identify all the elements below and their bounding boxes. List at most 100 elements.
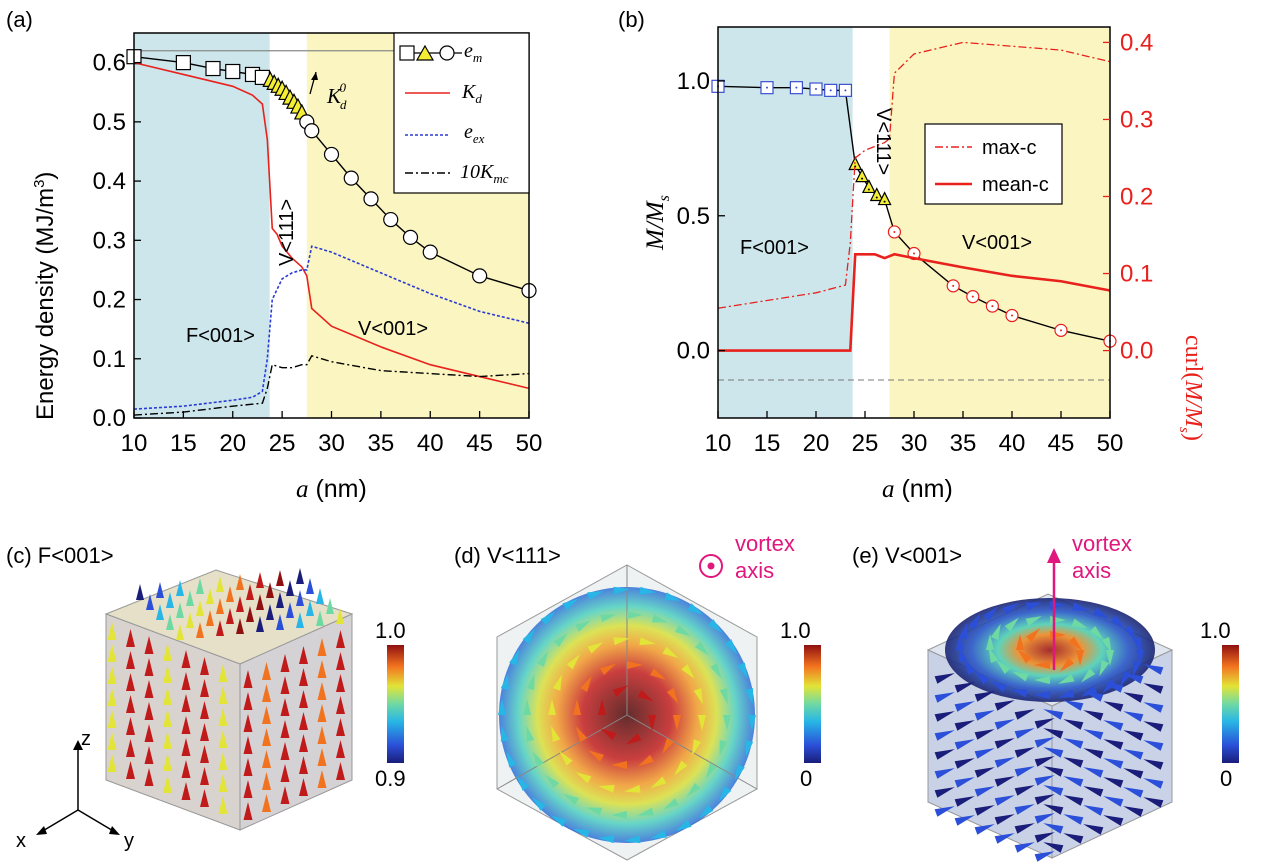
spin-cone [637,807,654,816]
spin-cone [280,764,290,782]
spin-cone [276,614,284,630]
region-label-v001: V<001> [358,318,428,340]
spin-cone [1014,785,1035,796]
spin-cone [1083,805,1104,816]
marker-square [225,63,241,80]
marker-dot [952,284,955,287]
spin-cone [1034,851,1055,862]
spin-cone [1063,738,1084,749]
spin-cone [573,828,590,838]
region-1 [852,27,890,418]
legend-max-c: max-c [982,137,1036,159]
phase-regions [718,27,1110,418]
spin-cone [1025,628,1041,643]
x-tick-label: 50 [516,430,543,457]
x-tick-label: 40 [417,430,444,457]
colorbar-max-label: 1.0 [375,618,406,643]
spin-cone [218,730,228,748]
spin-cone [144,768,154,786]
spin-cone [336,630,345,648]
spin-cone [612,685,629,697]
spin-cone [707,619,723,633]
spin-cone [163,643,172,661]
panel-d-v111-cube: (d) V<111> vortex axis 1.0 0 [454,531,821,861]
x-tick-label: 15 [170,430,197,457]
spin-cone [718,786,732,802]
axis-z-label: z [81,728,91,750]
spin-cone [243,736,253,754]
spin-cone [243,714,253,732]
spin-cone [336,740,345,758]
spin-cone [299,734,308,752]
spin-cone [663,798,679,810]
cube-render [926,593,1174,862]
marker-dot [875,196,878,199]
spin-cone [216,620,224,636]
spin-cone [107,666,117,684]
spin-cone [317,770,327,788]
spin-cone [156,604,164,620]
y-tick-label-right: 0.4 [1120,29,1153,56]
spin-cone [934,768,955,779]
spin-cone [262,794,271,812]
spin-cone [296,612,304,628]
kd0-arrow-head [311,72,318,80]
spin-cone [216,598,224,614]
spin-cone [236,574,244,590]
colorbar-gradient [1222,645,1239,763]
marker-dot [893,230,896,233]
region-0 [134,33,270,418]
spin-cone [266,582,274,598]
spin-cone [286,602,294,618]
spin-cone [107,710,117,728]
spin-cone [262,772,271,790]
spin-cone [144,636,154,654]
spin-cone [994,738,1015,749]
spin-cone [1058,674,1075,684]
region-2 [889,27,1110,418]
spin-cone [1103,758,1124,769]
spin-cone [974,729,995,740]
marker-circle [383,211,399,228]
spin-cone [206,610,214,626]
region-label-f001: F<001> [186,325,255,347]
spin-cone [648,715,656,731]
spin-cone [126,695,135,713]
spin-cone [317,704,327,722]
spin-cone [566,654,580,670]
spin-cone [107,754,117,772]
spin-cone [994,776,1015,787]
marker-dot [971,295,974,298]
spin-cone [186,612,194,628]
spin-cone [276,570,284,586]
cube-render [104,568,354,831]
spin-cone [719,688,728,705]
y-tick-label: 0.6 [93,50,126,77]
spin-cone [954,796,975,807]
spin-cone [710,663,722,679]
spin-cone [675,819,692,832]
spin-cone [675,624,691,637]
spin-cone [994,757,1015,768]
spin-cone [548,699,556,715]
marker-dot [766,86,768,89]
spin-cone [1106,650,1114,666]
axis-y-label: y [124,830,134,852]
spin-cone [1014,728,1035,739]
spin-cone [559,750,573,766]
colorbar: 1.0 0 [780,618,821,791]
panel-e-v001-cube: (e) V<001> vortex axis 1.0 0 [852,531,1239,862]
spin-cone [934,673,955,684]
spin-cone [1063,700,1084,711]
x-tick-label: 10 [705,430,732,457]
panel-c-f001-cube: (c) F<001> 1.0 0.9 z x y [6,543,406,852]
spin-cone [1059,657,1075,672]
spin-cone [588,750,604,762]
spin-cone [317,660,327,678]
spin-cone [994,795,1015,806]
spin-cone [296,568,304,584]
spin-cone [262,750,271,768]
panel-b-label: (b) [618,7,645,32]
spin-cone [719,739,728,757]
spin-cone [522,628,536,644]
